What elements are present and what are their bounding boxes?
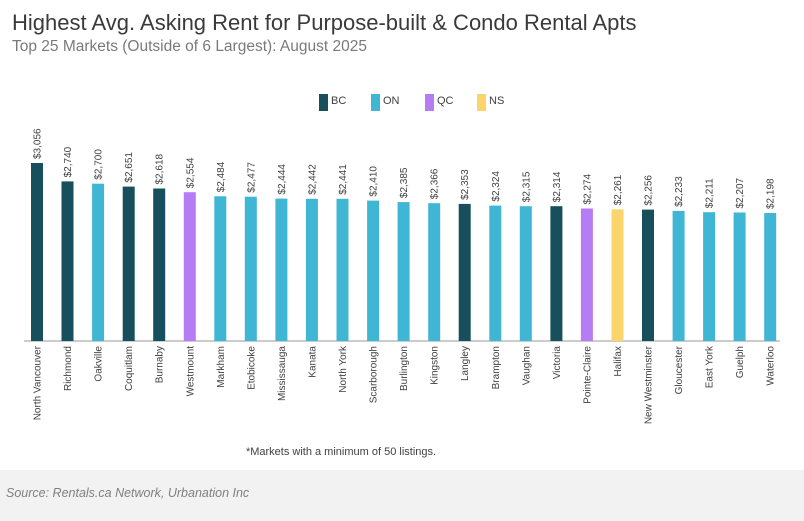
- legend-swatch-on: [371, 94, 380, 111]
- value-label-vaughan: $2,315: [521, 171, 532, 202]
- value-label-north-york: $2,441: [338, 164, 349, 195]
- legend-label-on: ON: [383, 95, 400, 107]
- category-label-oakville: Oakville: [94, 346, 105, 382]
- bar-scarborough: [367, 200, 380, 341]
- value-label-burlington: $2,385: [399, 167, 410, 198]
- category-label-vaughan: Vaughan: [521, 346, 532, 385]
- category-label-kingston: Kingston: [430, 346, 441, 385]
- category-label-kanata: Kanata: [307, 346, 318, 378]
- category-label-east-york: East York: [705, 345, 716, 388]
- value-label-pointe-claire: $2,274: [582, 173, 593, 204]
- value-label-kanata: $2,442: [307, 164, 318, 195]
- value-label-richmond: $2,740: [63, 146, 74, 177]
- bar-burnaby: [153, 188, 166, 341]
- category-label-halifax: Halifax: [613, 346, 624, 377]
- chart-subtitle: Top 25 Markets (Outside of 6 Largest): A…: [12, 38, 367, 55]
- category-label-guelph: Guelph: [735, 346, 746, 378]
- legend-swatch-bc: [319, 94, 328, 111]
- legend-label-qc: QC: [437, 95, 454, 107]
- legend-label-ns: NS: [489, 95, 505, 107]
- bar-burlington: [397, 202, 410, 341]
- legend: BC ON QC NS: [0, 92, 804, 112]
- category-label-brampton: Brampton: [491, 346, 502, 389]
- bar-guelph: [733, 212, 746, 341]
- legend-label-bc: BC: [331, 95, 347, 107]
- bar-gloucester: [672, 210, 685, 341]
- value-label-brampton: $2,324: [491, 171, 502, 202]
- bar-richmond: [61, 181, 74, 341]
- bar-new-westminster: [642, 209, 654, 341]
- category-label-gloucester: Gloucester: [674, 345, 685, 394]
- category-label-victoria: Victoria: [552, 346, 563, 380]
- bar-pointe-claire: [580, 208, 593, 341]
- bar-coquitlam: [122, 186, 135, 341]
- category-label-burnaby: Burnaby: [155, 346, 166, 383]
- category-label-etobicoke: Etobicoke: [246, 346, 257, 390]
- source-note: Source: Rentals.ca Network, Urbanation I…: [6, 486, 250, 500]
- bar-kingston: [428, 203, 441, 341]
- legend-swatch-ns: [477, 94, 486, 111]
- bar-langley: [458, 203, 471, 341]
- value-label-guelph: $2,207: [735, 177, 746, 208]
- legend-swatch-qc: [425, 94, 434, 111]
- value-label-mississauga: $2,444: [277, 164, 288, 195]
- value-label-burnaby: $2,618: [155, 153, 166, 184]
- bar-north-york: [336, 198, 349, 341]
- bar-westmount: [183, 192, 196, 341]
- bar-kanata: [305, 198, 318, 341]
- value-label-kingston: $2,366: [430, 168, 441, 199]
- bar-waterloo: [764, 213, 777, 341]
- bar-vaughan: [519, 206, 532, 341]
- bar-brampton: [489, 205, 502, 341]
- category-label-scarborough: Scarborough: [369, 346, 380, 403]
- value-label-waterloo: $2,198: [766, 178, 777, 209]
- category-label-mississauga: Mississauga: [277, 346, 288, 401]
- bar-chart: $3,056 North Vancouver $2,740 Richmond $2,70…: [24, 128, 780, 424]
- value-label-scarborough: $2,410: [369, 166, 380, 197]
- value-label-langley: $2,353: [460, 169, 471, 200]
- value-label-gloucester: $2,233: [674, 176, 685, 207]
- value-label-new-westminster: $2,256: [644, 175, 655, 206]
- value-label-east-york: $2,211: [705, 178, 716, 208]
- value-label-markham: $2,484: [216, 161, 227, 192]
- bar-east-york: [703, 212, 716, 341]
- value-label-westmount: $2,554: [185, 157, 196, 188]
- chart-title: Highest Avg. Asking Rent for Purpose-bui…: [12, 10, 637, 35]
- bar-markham: [214, 196, 227, 341]
- value-label-etobicoke: $2,477: [246, 162, 257, 193]
- category-label-waterloo: Waterloo: [766, 346, 777, 386]
- category-label-burlington: Burlington: [399, 346, 410, 391]
- category-label-north-york: North York: [338, 345, 349, 393]
- category-label-richmond: Richmond: [63, 346, 74, 391]
- value-label-halifax: $2,261: [613, 174, 624, 205]
- category-label-new-westminster: New Westminster: [644, 345, 655, 424]
- category-label-westmount: Westmount: [185, 346, 196, 397]
- bar-etobicoke: [244, 196, 257, 341]
- value-label-oakville: $2,700: [94, 149, 105, 180]
- category-label-coquitlam: Coquitlam: [124, 346, 135, 391]
- bar-victoria: [550, 206, 563, 341]
- bar-halifax: [611, 209, 624, 341]
- bar-oakville: [92, 183, 105, 341]
- category-label-langley: Langley: [460, 346, 471, 381]
- bar-mississauga: [275, 198, 288, 341]
- category-label-markham: Markham: [216, 346, 227, 388]
- value-label-victoria: $2,314: [552, 171, 563, 202]
- category-label-pointe-claire: Pointe-Claire: [582, 346, 593, 404]
- value-label-coquitlam: $2,651: [124, 152, 135, 183]
- footnote: *Markets with a minimum of 50 listings.: [245, 446, 437, 458]
- category-label-north-vancouver: North Vancouver: [33, 345, 44, 420]
- chart-card: Highest Avg. Asking Rent for Purpose-bui…: [0, 0, 804, 470]
- bar-north-vancouver: [31, 163, 43, 341]
- value-label-north-vancouver: $3,056: [33, 128, 44, 159]
